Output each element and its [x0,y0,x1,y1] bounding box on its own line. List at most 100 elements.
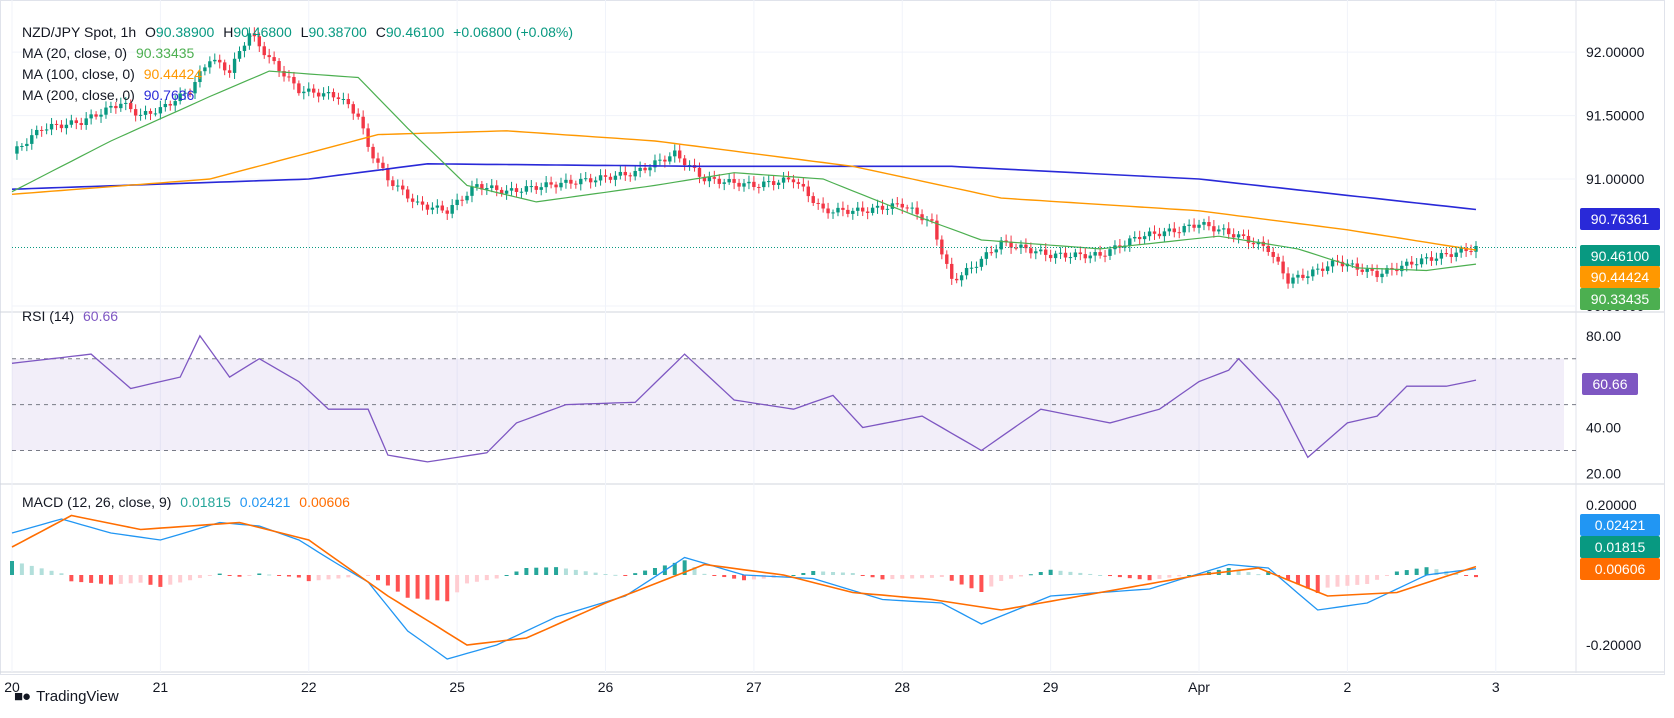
ma200-price-tag: 90.76361 [1580,208,1660,230]
candle-body [712,177,717,179]
candle-body [727,179,731,183]
candle-body [875,205,880,208]
macd-histogram-bar [1464,575,1469,576]
candle-body [227,70,232,73]
candle-body [282,71,286,77]
candle-body [989,252,993,254]
brand-name: TradingView [36,688,119,705]
price-tick-label: 92.00000 [1586,44,1645,60]
macd-signal-value: 0.00606 [299,494,350,510]
candle-body [791,179,796,183]
macd-histogram-bar [474,575,479,582]
rsi-label: RSI (14) [22,308,75,324]
candle-body [20,145,24,147]
macd-label: MACD (12, 26, close, 9) [22,494,172,510]
candle-body [114,105,118,109]
candle-body [237,51,242,59]
candle-body [994,249,998,253]
symbol-name[interactable]: NZD/JPY Spot, 1h [22,24,137,40]
candle-body [1167,228,1172,232]
candle-body [247,33,252,46]
candle-body [539,187,543,190]
candle-body [865,211,870,213]
time-tick-label: 25 [449,679,465,695]
candle-body [1088,255,1092,259]
candle-body [1231,234,1236,238]
candle-body [870,207,875,213]
macd-histogram-bar [405,575,410,598]
macd-histogram-bar [1018,575,1023,577]
ma200-legend[interactable]: MA (200, close, 0) 90.7636 [22,85,199,105]
ma100-price-tag: 90.44424 [1580,266,1660,288]
macd-legend[interactable]: MACD (12, 26, close, 9) 0.01815 0.02421 … [22,492,355,512]
candle-body [836,207,840,213]
candle-body [1162,231,1167,237]
macd-histogram-bar [544,567,549,575]
macd-histogram-bar [1335,575,1340,587]
candle-body [920,214,924,221]
candle-body [1103,255,1107,257]
candle-body [74,120,78,124]
macd-histogram-bar [316,575,321,581]
candle-body [623,171,627,176]
candle-body [465,195,469,201]
macd-histogram-bar [929,575,934,578]
candle-body [514,188,519,192]
macd-histogram-bar [1187,575,1192,576]
candle-body [771,181,776,185]
candle-body [1286,273,1290,284]
macd-line-value: 0.02421 [239,494,291,510]
candle-body [425,204,430,210]
candle-body [747,181,751,184]
macd-histogram-bar [692,567,697,575]
candle-body [1192,224,1196,228]
candle-body [861,207,865,212]
candle-body [1098,252,1102,256]
macd-histogram-bar [1177,575,1182,577]
time-tick-label: 2 [1344,679,1352,695]
ma20-legend[interactable]: MA (20, close, 0) 90.33435 [22,43,199,63]
candle-body [1093,252,1097,256]
macd-histogram-bar [435,575,440,601]
macd-histogram-bar [563,568,568,575]
candle-body [1320,268,1325,271]
candle-body [796,182,801,184]
candle-body [1157,233,1162,237]
macd-histogram-bar [999,575,1004,581]
candle-body [1004,240,1008,242]
price-tick-label: 91.50000 [1586,108,1645,124]
macd-histogram-bar [326,575,331,580]
macd-histogram-bar [118,575,123,584]
candle-body [1251,242,1256,245]
candle-body [1083,254,1087,259]
candle-body [124,102,128,104]
candle-body [129,102,133,110]
macd-histogram-bar [197,575,202,579]
candle-body [1236,234,1241,238]
candle-body [935,220,939,240]
macd-histogram-bar [1295,575,1300,585]
macd-histogram-bar [1414,568,1419,575]
change-value: +0.06800 (+0.08%) [453,24,574,40]
macd-histogram-bar [217,573,222,575]
macd-histogram-bar [672,562,677,575]
tradingview-brand[interactable]: ■● TradingView [14,688,119,705]
rsi-legend[interactable]: RSI (14) 60.66 [22,306,123,326]
candle-body [717,178,721,184]
macd-histogram-bar [39,568,44,575]
macd-histogram-bar [652,568,657,575]
candle-body [168,103,172,106]
candle-body [178,93,182,102]
candle-body [351,104,355,114]
candle-body [534,186,538,190]
ma100-legend[interactable]: MA (100, close, 0) 90.44424 [22,64,207,84]
candle-body [549,182,553,185]
candle-body [1053,253,1058,259]
candle-body [618,171,623,176]
macd-histogram-bar [1434,569,1439,575]
candle-body [1266,245,1270,252]
candle-body [1375,270,1379,278]
candle-body [826,208,830,214]
rsi-tick-label: 40.00 [1586,420,1621,436]
